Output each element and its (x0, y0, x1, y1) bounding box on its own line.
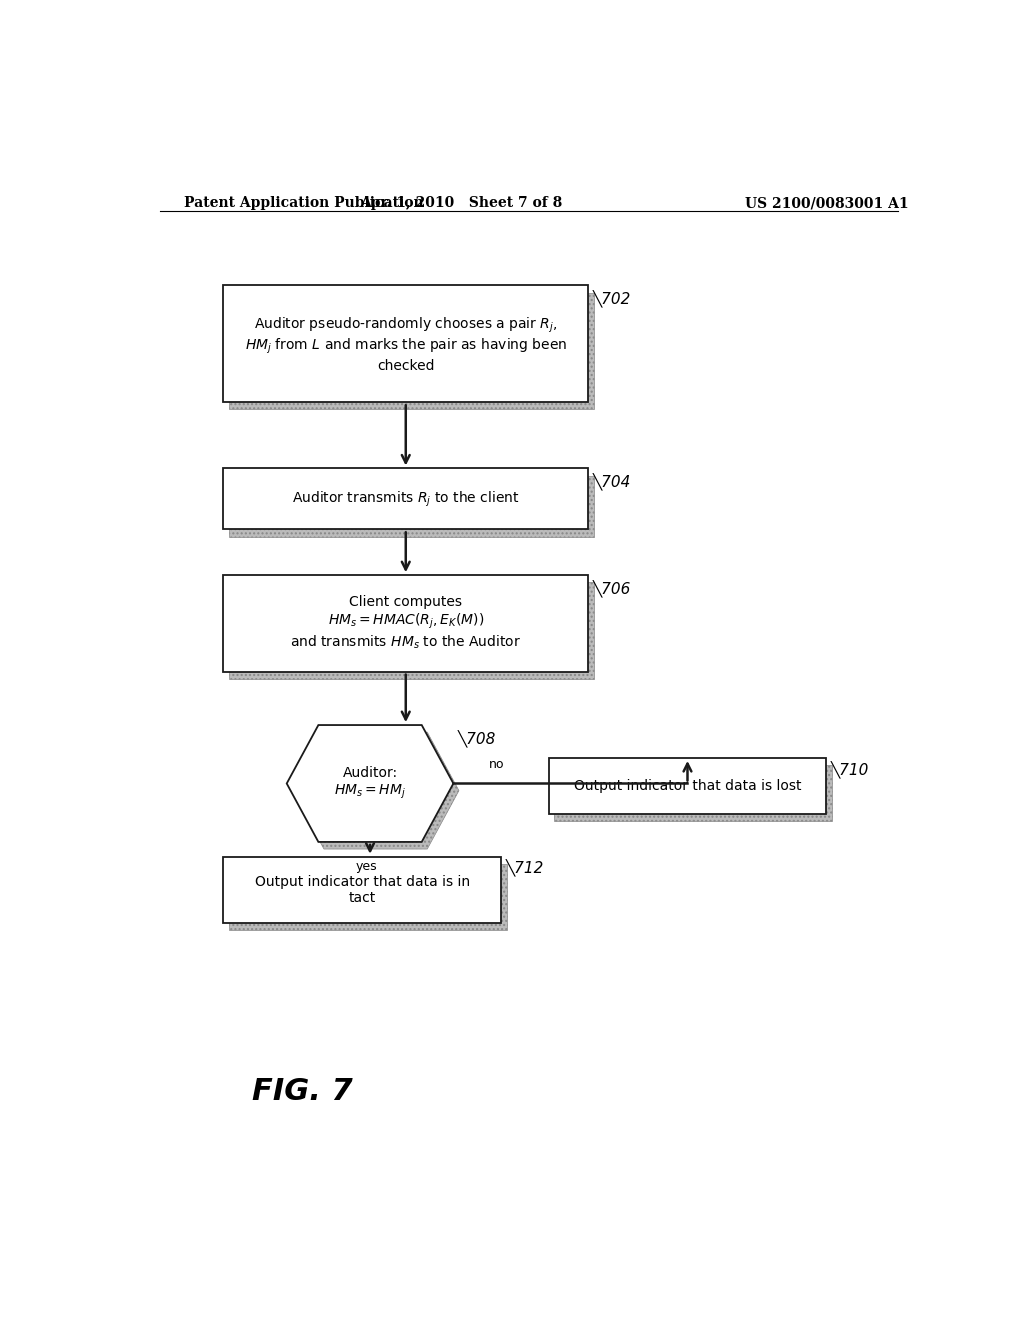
Text: Apr. 1, 2010   Sheet 7 of 8: Apr. 1, 2010 Sheet 7 of 8 (360, 197, 562, 210)
FancyBboxPatch shape (223, 285, 588, 403)
Text: Output indicator that data is lost: Output indicator that data is lost (573, 779, 801, 793)
FancyBboxPatch shape (223, 857, 501, 923)
FancyBboxPatch shape (223, 576, 588, 672)
FancyBboxPatch shape (228, 475, 594, 536)
FancyBboxPatch shape (228, 863, 507, 929)
FancyBboxPatch shape (549, 758, 826, 814)
Text: Client computes
$HM_s = HMAC(R_j, E_K(M))$
and transmits $HM_s$ to the Auditor: Client computes $HM_s = HMAC(R_j, E_K(M)… (290, 595, 521, 651)
Text: US 2100/0083001 A1: US 2100/0083001 A1 (744, 197, 908, 210)
Text: Auditor pseudo-randomly chooses a pair $R_j$,
$HM_j$ from $L$ and marks the pair: Auditor pseudo-randomly chooses a pair $… (245, 315, 567, 372)
Text: Auditor transmits $R_j$ to the client: Auditor transmits $R_j$ to the client (292, 490, 519, 508)
Text: ╲702: ╲702 (593, 290, 632, 308)
Text: ╲706: ╲706 (593, 581, 632, 598)
Text: ╲710: ╲710 (831, 762, 869, 779)
FancyBboxPatch shape (228, 293, 594, 409)
FancyBboxPatch shape (223, 469, 588, 529)
Text: Auditor:
$HM_s = HM_j$: Auditor: $HM_s = HM_j$ (334, 766, 407, 801)
Text: ╲712: ╲712 (506, 859, 544, 878)
Text: ╲708: ╲708 (458, 730, 497, 747)
FancyBboxPatch shape (228, 582, 594, 678)
Text: ╲704: ╲704 (593, 474, 632, 491)
FancyBboxPatch shape (554, 766, 831, 821)
Polygon shape (292, 733, 459, 849)
Text: yes: yes (355, 861, 377, 874)
Text: FIG. 7: FIG. 7 (252, 1077, 353, 1106)
Text: Patent Application Publication: Patent Application Publication (183, 197, 423, 210)
Polygon shape (287, 725, 454, 842)
Text: no: no (489, 758, 505, 771)
Text: Output indicator that data is in
tact: Output indicator that data is in tact (255, 875, 470, 904)
